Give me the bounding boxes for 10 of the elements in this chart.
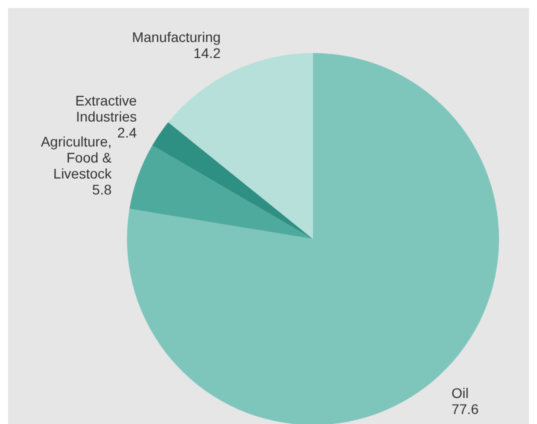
data-label: 77.6: [451, 401, 479, 418]
pie-slice: [129, 145, 313, 239]
slice-label: Extractive Industries: [75, 92, 137, 125]
slice-label: Oil: [451, 385, 469, 402]
slice-label: Agriculture, Food & Livestock: [40, 134, 113, 182]
pie-slice: [152, 122, 313, 239]
data-label: 5.8: [92, 182, 112, 198]
data-label: 2.4: [117, 124, 137, 141]
slice-label: Manufacturing: [132, 28, 221, 45]
data-label: 14.2: [193, 44, 221, 61]
